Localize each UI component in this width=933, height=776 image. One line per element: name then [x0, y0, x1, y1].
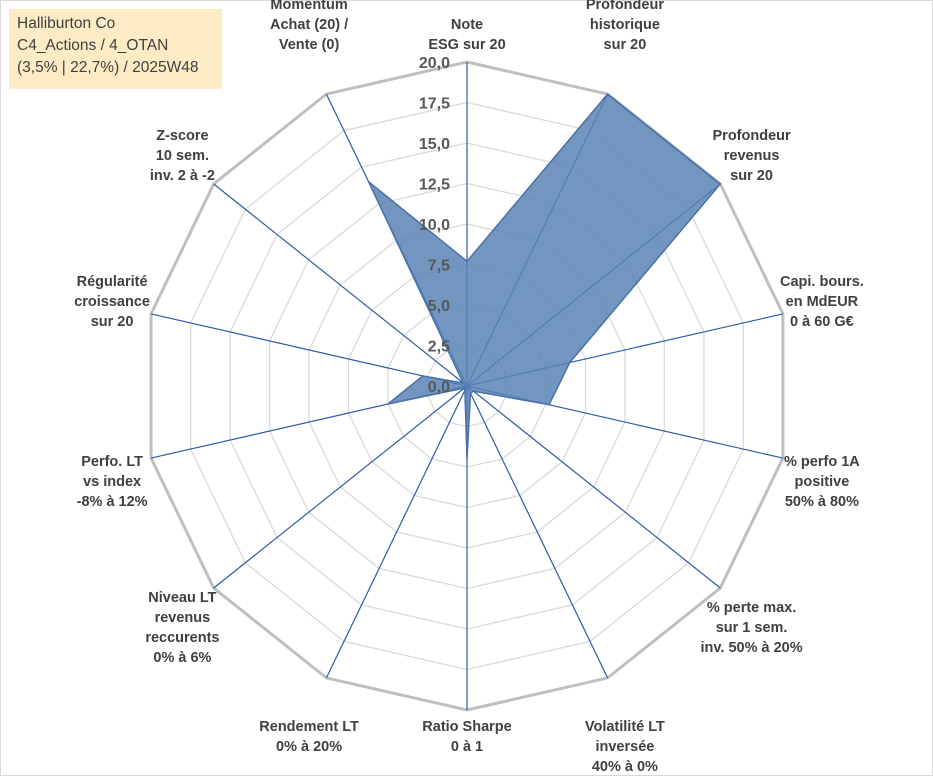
tick-label: 15,0 [419, 136, 450, 153]
axis-label-line: Ratio Sharpe [422, 719, 511, 735]
axis-label-line: Vente (0) [279, 37, 340, 53]
axis-spoke [213, 183, 468, 387]
axis-label-line: Profondeur [713, 128, 791, 144]
axis-spoke [466, 385, 609, 679]
axis-label-line: sur 20 [604, 37, 647, 53]
axis-label-line: revenus [724, 148, 780, 164]
axis-label-line: positive [795, 474, 850, 490]
axis-label-line: 0 à 60 G€ [790, 314, 854, 330]
axis-label-line: croissance [74, 294, 150, 310]
axis-label: Perfo. LT vs index -8% à 12% [77, 454, 148, 510]
series-area [367, 93, 722, 459]
axis-label-line: 40% à 0% [592, 759, 658, 775]
axis-label-line: Niveau LT [148, 590, 216, 606]
axis-label: % perte max. sur 1 sem. inv. 50% à 20% [701, 600, 803, 656]
axis-label-line: sur 20 [730, 168, 773, 184]
axis-label-line: inv. 50% à 20% [701, 640, 803, 656]
axis-label-line: Perfo. LT [81, 454, 143, 470]
axis-label: Profondeur revenus sur 20 [713, 128, 791, 184]
axis-label-line: revenus [155, 610, 211, 626]
axis-spoke [213, 385, 468, 589]
axis-label: Momentum Achat (20) / Vente (0) [270, 0, 348, 53]
axis-label-line: inv. 2 à -2 [150, 168, 215, 184]
axis-label-line: Rendement LT [259, 719, 359, 735]
axis-spoke [150, 313, 468, 387]
axis-label: Capi. bours. en MdEUR 0 à 60 G€ [780, 274, 864, 330]
axis-label-line: reccurents [145, 630, 219, 646]
axis-label-line: Achat (20) / [270, 17, 348, 33]
axis-label-line: sur 20 [91, 314, 134, 330]
portfolio-category: C4_Actions / 4_OTAN [17, 37, 169, 54]
axis-label-line: Momentum [270, 0, 347, 13]
axis-label-line: 0% à 20% [276, 739, 342, 755]
axis-spoke [466, 385, 721, 589]
axis-label-line: en MdEUR [786, 294, 859, 310]
radial-tick-labels: 0,0 2,5 5,0 7,5 10,0 12,5 15,0 17,5 20,0 [419, 55, 450, 396]
tick-label: 12,5 [419, 177, 450, 194]
tick-label: 10,0 [419, 217, 450, 234]
axis-label-line: ESG sur 20 [428, 37, 505, 53]
info-box: Halliburton Co C4_Actions / 4_OTAN (3,5%… [9, 9, 222, 89]
axis-label: Z-score 10 sem. inv. 2 à -2 [150, 128, 215, 184]
tick-label: 7,5 [428, 258, 450, 275]
axis-label-line: 0% à 6% [153, 650, 211, 666]
axis-label-line: -8% à 12% [77, 494, 148, 510]
axis-label-line: Capi. bours. [780, 274, 864, 290]
axis-label-line: sur 1 sem. [716, 620, 788, 636]
axis-label: Note ESG sur 20 [428, 17, 505, 53]
axis-label-line: Note [451, 17, 483, 33]
tick-label: 17,5 [419, 96, 450, 113]
tick-label: 2,5 [428, 339, 450, 356]
axis-label-line: inversée [595, 739, 654, 755]
axis-label: Niveau LT revenus reccurents 0% à 6% [145, 590, 219, 666]
axis-label-line: 50% à 80% [785, 494, 859, 510]
axis-label-line: % perfo 1A [784, 454, 860, 470]
axis-label: Régularité croissance sur 20 [74, 274, 150, 330]
axis-label: Rendement LT 0% à 20% [259, 719, 359, 755]
axis-labels: Note ESG sur 20 Profondeur historique sur 20… [74, 0, 864, 775]
axis-spoke [325, 385, 468, 679]
axis-label-line: vs index [83, 474, 141, 490]
axis-label-line: 0 à 1 [451, 739, 483, 755]
company-name: Halliburton Co [17, 15, 116, 32]
weights-and-week: (3,5% | 22,7%) / 2025W48 [17, 59, 199, 76]
tick-label: 0,0 [428, 379, 450, 396]
axis-label: Volatilité LT inversée 40% à 0% [585, 719, 665, 775]
axis-label: Profondeur historique sur 20 [586, 0, 664, 53]
axis-label-line: historique [590, 17, 660, 33]
axis-label-line: 10 sem. [156, 148, 209, 164]
axis-label-line: Z-score [156, 128, 208, 144]
axis-label-line: Régularité [77, 274, 148, 290]
axis-label: % perfo 1A positive 50% à 80% [784, 454, 860, 510]
radar-series [367, 93, 722, 459]
axis-label-line: % perte max. [707, 600, 796, 616]
axis-label-line: Profondeur [586, 0, 664, 13]
tick-label: 5,0 [428, 298, 450, 315]
axis-label-line: Volatilité LT [585, 719, 665, 735]
axis-label: Ratio Sharpe 0 à 1 [422, 719, 511, 755]
tick-label: 20,0 [419, 55, 450, 72]
